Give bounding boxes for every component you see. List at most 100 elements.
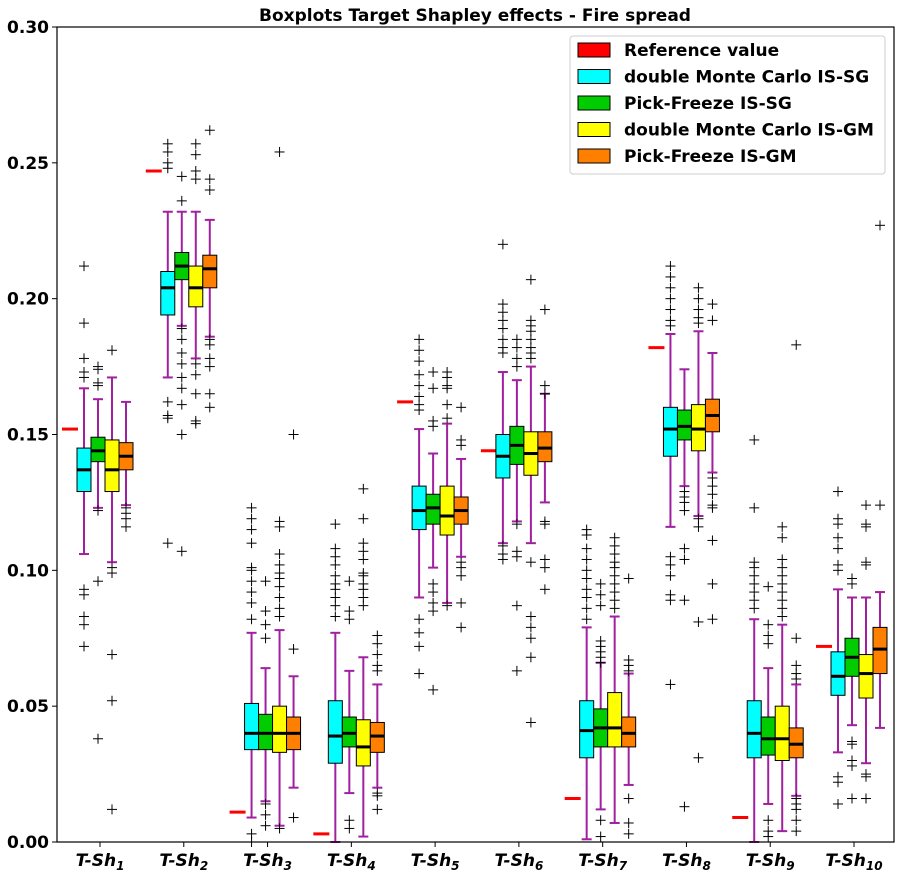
- legend-label: double Monte Carlo IS-SG: [624, 68, 869, 88]
- outlier-point: [260, 798, 271, 809]
- legend: Reference value double Monte Carlo IS-SG P…: [569, 35, 886, 175]
- outlier-point: [414, 668, 425, 679]
- outlier-point: [414, 356, 425, 367]
- outlier-point: [107, 345, 117, 356]
- outlier-point: [358, 513, 369, 524]
- box-group: [355, 483, 371, 838]
- outlier-point: [274, 592, 285, 603]
- outlier-point: [330, 519, 341, 530]
- box-group: [844, 573, 860, 804]
- outlier-point: [190, 149, 201, 160]
- outlier-point: [344, 576, 355, 587]
- outlier-point: [525, 353, 536, 364]
- outlier-point: [372, 804, 383, 815]
- outlier-point: [372, 638, 383, 649]
- box-group: [746, 434, 762, 843]
- outlier-point: [414, 627, 425, 638]
- outlier-point: [204, 388, 215, 399]
- legend-box: [569, 35, 886, 175]
- box: [746, 700, 762, 759]
- outlier-point: [79, 619, 89, 630]
- outlier-point: [274, 146, 285, 157]
- x-tick-subscript: 6: [535, 859, 543, 873]
- outlier-point: [665, 261, 676, 272]
- outlier-point: [330, 611, 341, 622]
- outlier-point: [414, 641, 425, 652]
- box-group: [439, 367, 455, 611]
- outlier-point: [511, 551, 522, 562]
- outlier-point: [791, 339, 802, 350]
- x-tick-base: T-Sh: [411, 851, 452, 871]
- outlier-point: [176, 348, 187, 358]
- outlier-point: [442, 600, 453, 611]
- box-group: [690, 282, 706, 763]
- outlier-point: [511, 600, 522, 611]
- outlier-point: [609, 603, 620, 614]
- outlier-point: [204, 174, 215, 185]
- outlier-point: [330, 600, 341, 611]
- box: [202, 254, 218, 289]
- outlier-point: [525, 652, 536, 663]
- outlier-point: [414, 614, 425, 625]
- box-group: [579, 524, 595, 841]
- outlier-point: [246, 576, 257, 587]
- x-tick-subscript: 4: [366, 859, 375, 873]
- outlier-point: [665, 559, 676, 570]
- outlier-point: [246, 502, 257, 513]
- x-tick-label: T-Sh8: [662, 851, 711, 873]
- box: [244, 702, 260, 751]
- outlier-point: [833, 532, 843, 543]
- y-tick-label: 0.00: [7, 833, 49, 853]
- outlier-point: [497, 323, 508, 334]
- box: [830, 651, 846, 696]
- outlier-point: [875, 220, 885, 231]
- outlier-point: [581, 603, 592, 614]
- outlier-point: [693, 616, 704, 627]
- box-group: [202, 125, 218, 413]
- outlier-point: [665, 320, 676, 331]
- outlier-point: [623, 573, 634, 584]
- outlier-point: [176, 195, 187, 206]
- outlier-point: [511, 361, 522, 372]
- outlier-point: [581, 614, 592, 625]
- box: [607, 692, 623, 748]
- outlier-point: [260, 576, 271, 587]
- x-tick-subscript: 5: [451, 859, 459, 873]
- outlier-point: [204, 339, 215, 350]
- legend-label: Reference value: [624, 41, 779, 61]
- x-tick-subscript: 8: [703, 859, 711, 873]
- outlier-point: [428, 684, 439, 695]
- box-group: [495, 239, 511, 565]
- outlier-point: [190, 358, 201, 369]
- outlier-point: [581, 592, 592, 603]
- outlier-point: [246, 614, 257, 625]
- outlier-point: [260, 606, 271, 617]
- outlier-point: [330, 559, 341, 570]
- x-tick-base: T-Sh: [825, 851, 866, 871]
- outlier-point: [707, 299, 718, 310]
- outlier-point: [679, 554, 690, 565]
- x-tick-label: T-Sh6: [494, 851, 543, 873]
- outlier-point: [595, 589, 606, 600]
- outlier-point: [511, 665, 522, 676]
- outlier-point: [372, 649, 383, 660]
- outlier-point: [246, 565, 257, 576]
- box-group: [118, 400, 134, 532]
- outlier-point: [414, 369, 425, 380]
- outlier-point: [204, 185, 215, 195]
- outlier-point: [777, 521, 788, 532]
- outlier-point: [107, 568, 117, 579]
- outlier-point: [176, 372, 187, 383]
- outlier-point: [595, 815, 606, 826]
- outlier-point: [260, 619, 271, 630]
- y-tick-label: 0.05: [7, 697, 49, 717]
- outlier-point: [623, 817, 634, 828]
- outlier-point: [162, 413, 173, 424]
- outlier-point: [260, 809, 271, 820]
- outlier-point: [665, 293, 676, 304]
- x-tick-subscript: 9: [786, 859, 794, 873]
- outlier-point: [176, 323, 187, 334]
- outlier-point: [539, 584, 550, 595]
- y-tick-label: 0.25: [7, 154, 49, 174]
- outlier-point: [861, 500, 871, 511]
